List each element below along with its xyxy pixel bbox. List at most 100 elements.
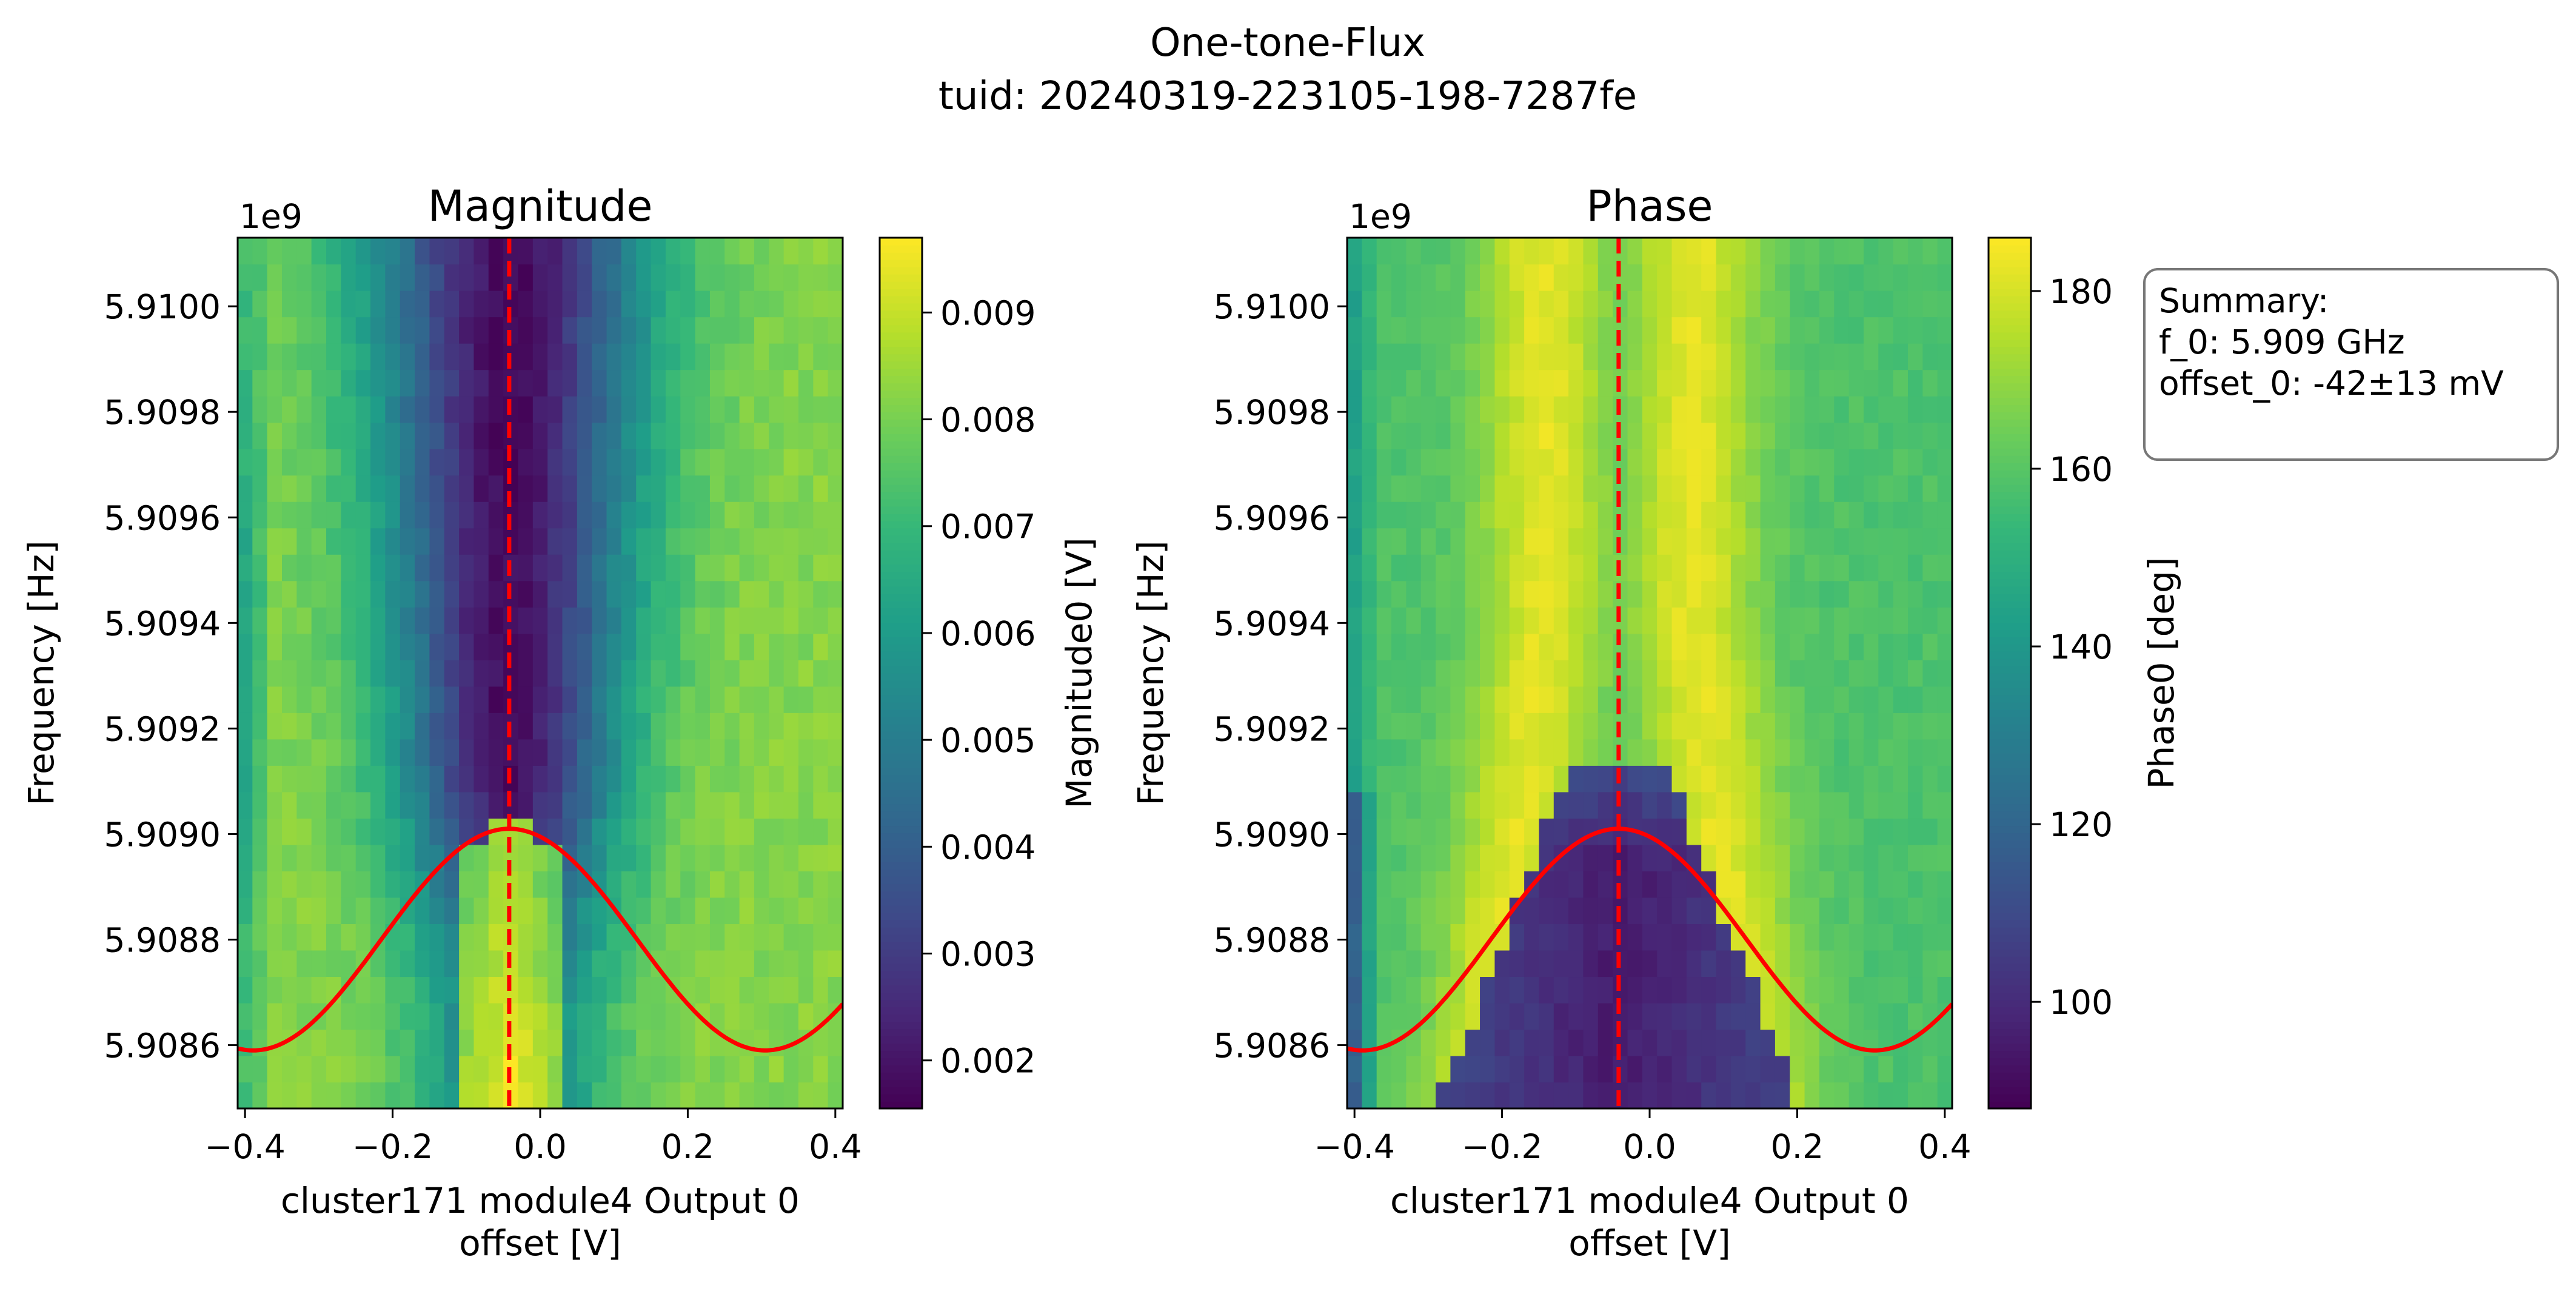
- heatmap-cell: [1597, 580, 1613, 608]
- heatmap-cell: [488, 501, 504, 529]
- heatmap-cell: [429, 739, 445, 766]
- heatmap-cell: [238, 317, 253, 344]
- heatmap-cell: [400, 686, 415, 713]
- heatmap-cell: [1391, 264, 1407, 291]
- heatmap-cell: [355, 396, 371, 423]
- heatmap-cell: [1760, 290, 1776, 318]
- heatmap-cell: [1583, 264, 1599, 291]
- heatmap-cell: [606, 1002, 622, 1030]
- colorbar-segment: [1989, 528, 2031, 536]
- heatmap-cell: [326, 528, 341, 555]
- heatmap-cell: [1657, 238, 1673, 265]
- heatmap-cell: [739, 1002, 755, 1030]
- heatmap-cell: [665, 765, 681, 793]
- heatmap-cell: [1597, 897, 1613, 924]
- heatmap-cell: [665, 1055, 681, 1083]
- heatmap-cell: [326, 580, 341, 608]
- heatmap-cell: [1406, 844, 1422, 871]
- heatmap-cell: [1494, 871, 1510, 898]
- heatmap-cell: [665, 607, 681, 634]
- heatmap-cell: [267, 871, 283, 898]
- heatmap-cell: [326, 475, 341, 502]
- heatmap-cell: [341, 686, 356, 713]
- heatmap-cell: [1480, 1082, 1496, 1109]
- heatmap-cell: [1362, 976, 1377, 1004]
- heatmap-cell: [1760, 897, 1776, 924]
- heatmap-cell: [473, 739, 489, 766]
- heatmap-cell: [1730, 713, 1746, 740]
- colorbar-segment: [1989, 709, 2031, 717]
- heatmap-cell: [1937, 238, 1953, 265]
- heatmap-cell: [1671, 1029, 1687, 1056]
- colorbar-segment: [880, 680, 922, 688]
- heatmap-cell: [665, 818, 681, 845]
- heatmap-cell: [1406, 369, 1422, 397]
- heatmap-cell: [1436, 660, 1451, 687]
- heatmap-cell: [562, 290, 578, 318]
- colorbar-tick-label: 180: [2049, 272, 2113, 311]
- heatmap-cell: [577, 818, 592, 845]
- heatmap-cell: [1701, 976, 1717, 1004]
- heatmap-cell: [769, 897, 785, 924]
- heatmap-cell: [665, 739, 681, 766]
- heatmap-cell: [1583, 422, 1599, 449]
- heatmap-cell: [1893, 343, 1909, 371]
- heatmap-cell: [1642, 1002, 1658, 1030]
- heatmap-cell: [385, 343, 401, 371]
- colorbar-segment: [1989, 651, 2031, 659]
- heatmap-cell: [341, 343, 356, 371]
- heatmap-cell: [296, 238, 312, 265]
- heatmap-cell: [1642, 1055, 1658, 1083]
- colorbar-segment: [880, 629, 922, 637]
- heatmap-cell: [813, 739, 829, 766]
- heatmap-cell: [326, 369, 341, 397]
- heatmap-cell: [1760, 791, 1776, 819]
- heatmap-cell: [1893, 238, 1909, 265]
- heatmap-cell: [592, 1082, 607, 1109]
- heatmap-cell: [311, 924, 327, 951]
- heatmap-cell: [1406, 422, 1422, 449]
- colorbar-segment: [880, 884, 922, 891]
- heatmap-cell: [1848, 818, 1864, 845]
- heatmap-cell: [473, 713, 489, 740]
- heatmap-cell: [621, 475, 637, 502]
- heatmap-cell: [606, 633, 622, 660]
- heatmap-cell: [238, 924, 253, 951]
- heatmap-cell: [1524, 369, 1540, 397]
- heatmap-cell: [1790, 449, 1805, 476]
- heatmap-cell: [1716, 396, 1731, 423]
- heatmap-cell: [592, 369, 607, 397]
- heatmap-cell: [1893, 290, 1909, 318]
- heatmap-cell: [1480, 739, 1496, 766]
- heatmap-cell: [1436, 765, 1451, 793]
- heatmap-cell: [1465, 317, 1480, 344]
- heatmap-cell: [1524, 765, 1540, 793]
- heatmap-cell: [1671, 290, 1687, 318]
- heatmap-cell: [415, 343, 430, 371]
- heatmap-cell: [547, 1082, 563, 1109]
- heatmap-cell: [400, 844, 415, 871]
- heatmap-cell: [473, 554, 489, 582]
- heatmap-cell: [1863, 739, 1879, 766]
- heatmap-cell: [665, 396, 681, 423]
- heatmap-cell: [518, 897, 534, 924]
- heatmap-cell: [1790, 739, 1805, 766]
- colorbar-segment: [1989, 985, 2031, 993]
- heatmap-cell: [1863, 554, 1879, 582]
- heatmap-cell: [488, 976, 504, 1004]
- heatmap-cell: [769, 844, 785, 871]
- heatmap-cell: [1450, 739, 1466, 766]
- colorbar-segment: [880, 600, 922, 609]
- heatmap-cell: [1362, 765, 1377, 793]
- heatmap-cell: [1391, 950, 1407, 977]
- heatmap-cell: [562, 818, 578, 845]
- heatmap-cell: [1376, 1082, 1392, 1109]
- heatmap-cell: [518, 1055, 534, 1083]
- heatmap-cell: [252, 818, 268, 845]
- heatmap-cell: [606, 607, 622, 634]
- heatmap-cell: [1450, 765, 1466, 793]
- heatmap-cell: [1804, 1082, 1820, 1109]
- heatmap-cell: [1494, 396, 1510, 423]
- heatmap-cell: [577, 475, 592, 502]
- heatmap-cell: [1937, 713, 1953, 740]
